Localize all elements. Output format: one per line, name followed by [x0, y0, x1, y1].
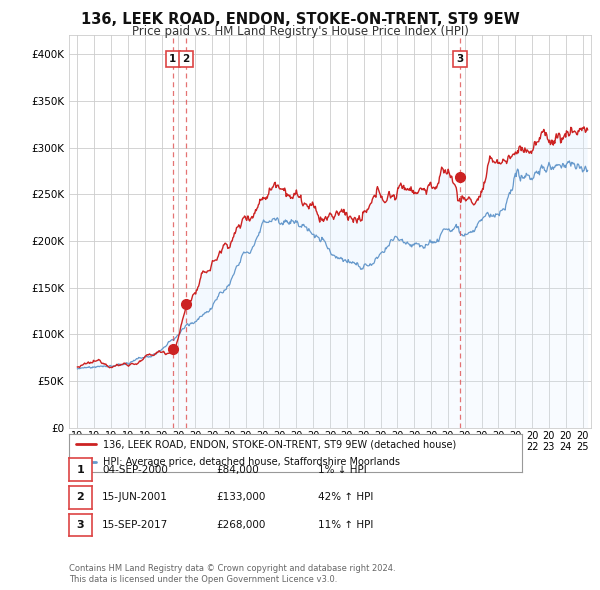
- Text: £268,000: £268,000: [216, 520, 265, 530]
- Text: 136, LEEK ROAD, ENDON, STOKE-ON-TRENT, ST9 9EW: 136, LEEK ROAD, ENDON, STOKE-ON-TRENT, S…: [80, 12, 520, 27]
- Text: HPI: Average price, detached house, Staffordshire Moorlands: HPI: Average price, detached house, Staf…: [103, 457, 400, 467]
- Text: 04-SEP-2000: 04-SEP-2000: [102, 465, 168, 474]
- Text: This data is licensed under the Open Government Licence v3.0.: This data is licensed under the Open Gov…: [69, 575, 337, 584]
- Text: 15-JUN-2001: 15-JUN-2001: [102, 493, 168, 502]
- Text: Price paid vs. HM Land Registry's House Price Index (HPI): Price paid vs. HM Land Registry's House …: [131, 25, 469, 38]
- Text: 3: 3: [456, 54, 463, 64]
- Text: 1: 1: [77, 465, 84, 474]
- Text: 2: 2: [77, 493, 84, 502]
- Text: 3: 3: [77, 520, 84, 530]
- Text: £84,000: £84,000: [216, 465, 259, 474]
- Text: £133,000: £133,000: [216, 493, 265, 502]
- Text: 11% ↑ HPI: 11% ↑ HPI: [318, 520, 373, 530]
- Text: 2: 2: [182, 54, 190, 64]
- Text: 42% ↑ HPI: 42% ↑ HPI: [318, 493, 373, 502]
- Text: 15-SEP-2017: 15-SEP-2017: [102, 520, 168, 530]
- Text: Contains HM Land Registry data © Crown copyright and database right 2024.: Contains HM Land Registry data © Crown c…: [69, 565, 395, 573]
- Text: 1% ↓ HPI: 1% ↓ HPI: [318, 465, 367, 474]
- Text: 136, LEEK ROAD, ENDON, STOKE-ON-TRENT, ST9 9EW (detached house): 136, LEEK ROAD, ENDON, STOKE-ON-TRENT, S…: [103, 439, 456, 449]
- Text: 1: 1: [169, 54, 176, 64]
